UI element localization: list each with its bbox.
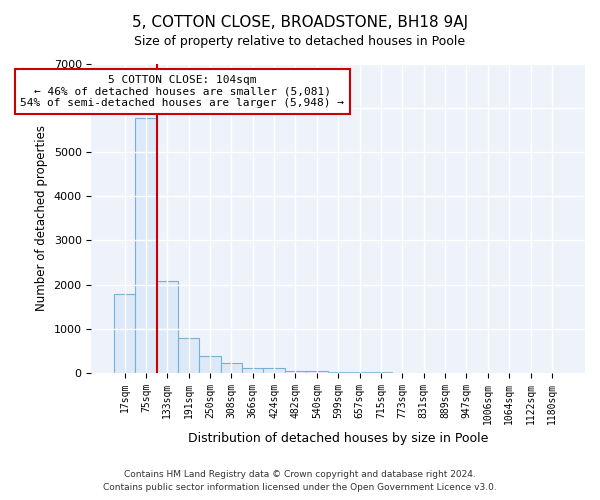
Y-axis label: Number of detached properties: Number of detached properties bbox=[35, 126, 48, 312]
Bar bbox=[306, 372, 328, 373]
Bar bbox=[157, 282, 178, 373]
Text: 5 COTTON CLOSE: 104sqm
← 46% of detached houses are smaller (5,081)
54% of semi-: 5 COTTON CLOSE: 104sqm ← 46% of detached… bbox=[20, 75, 344, 108]
Bar bbox=[135, 118, 157, 373]
Bar bbox=[221, 362, 242, 373]
Bar bbox=[178, 338, 199, 373]
Bar bbox=[328, 372, 349, 373]
Text: Size of property relative to detached houses in Poole: Size of property relative to detached ho… bbox=[134, 35, 466, 48]
Bar bbox=[285, 370, 306, 373]
Bar bbox=[199, 356, 221, 373]
Bar bbox=[114, 294, 135, 373]
Bar bbox=[263, 368, 285, 373]
Text: Contains HM Land Registry data © Crown copyright and database right 2024.
Contai: Contains HM Land Registry data © Crown c… bbox=[103, 470, 497, 492]
Text: 5, COTTON CLOSE, BROADSTONE, BH18 9AJ: 5, COTTON CLOSE, BROADSTONE, BH18 9AJ bbox=[132, 15, 468, 30]
Bar bbox=[242, 368, 263, 373]
Bar bbox=[349, 372, 370, 373]
X-axis label: Distribution of detached houses by size in Poole: Distribution of detached houses by size … bbox=[188, 432, 488, 445]
